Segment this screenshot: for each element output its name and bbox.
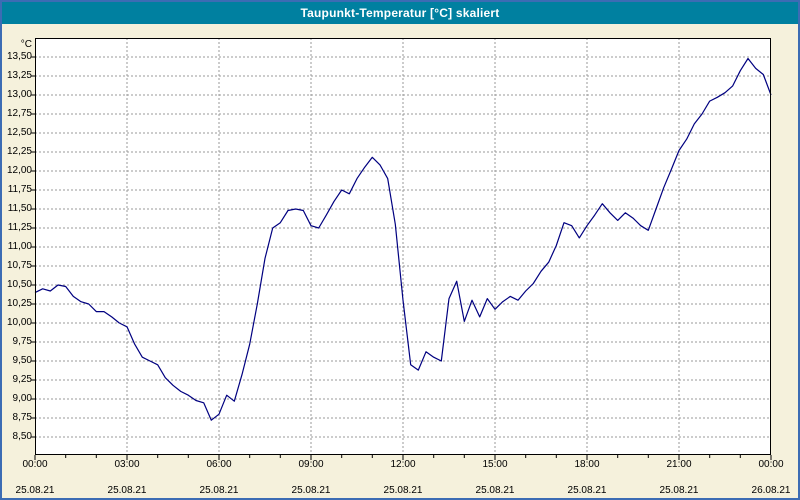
x-tick-date-label: 25.08.21	[383, 485, 423, 496]
x-tick-time-label: 21:00	[666, 459, 692, 470]
y-tick-label: 12,75	[6, 107, 32, 119]
y-tick-label: 9,75	[12, 335, 32, 347]
x-tick-time-label: 18:00	[574, 459, 600, 470]
y-tick-label: 11,25	[7, 221, 32, 233]
window-titlebar: Taupunkt-Temperatur [°C] skaliert	[2, 2, 798, 24]
dew-point-line-chart	[31, 38, 772, 460]
y-tick-label: 13,50	[6, 50, 32, 62]
x-tick-time-label: 03:00	[114, 459, 140, 470]
y-tick-label: 10,00	[6, 316, 32, 328]
x-tick-time-label: 00:00	[758, 459, 784, 470]
x-tick-date-label: 26.08.21	[751, 485, 791, 496]
y-tick-label: 13,25	[6, 69, 32, 81]
y-tick-label: 10,50	[6, 278, 32, 290]
y-tick-label: 11,75	[7, 183, 32, 195]
y-tick-label: 13,00	[6, 88, 32, 100]
plot-area	[31, 38, 772, 460]
x-tick-date-label: 25.08.21	[107, 485, 147, 496]
x-tick-date-label: 25.08.21	[199, 485, 239, 496]
x-tick-time-label: 00:00	[22, 459, 48, 470]
y-tick-label: 10,25	[6, 297, 32, 309]
y-tick-label: 11,50	[7, 202, 32, 214]
y-tick-label: 9,00	[12, 392, 32, 404]
y-tick-label: 12,25	[6, 145, 32, 157]
y-tick-label: 12,00	[6, 164, 32, 176]
y-tick-label: 12,50	[6, 126, 32, 138]
x-tick-date-label: 25.08.21	[659, 485, 699, 496]
y-tick-label: 9,50	[12, 354, 32, 366]
y-tick-label: 8,75	[12, 411, 32, 423]
x-tick-date-label: 25.08.21	[567, 485, 607, 496]
x-tick-time-label: 09:00	[298, 459, 324, 470]
chart-area: °C 13,50 13,25 13,00 12,75 12,50 12,25 12,00 11…	[2, 24, 798, 498]
y-tick-label: 8,50	[12, 430, 32, 442]
x-tick-date-label: 25.08.21	[15, 485, 55, 496]
x-tick-date-label: 25.08.21	[475, 485, 515, 496]
y-axis-unit-label: °C	[20, 39, 32, 50]
window-title: Taupunkt-Temperatur [°C] skaliert	[300, 6, 500, 20]
x-tick-date-label: 25.08.21	[291, 485, 331, 496]
x-tick-time-label: 06:00	[206, 459, 232, 470]
y-tick-label: 11,00	[7, 240, 32, 252]
y-tick-label: 10,75	[6, 259, 32, 271]
x-tick-time-label: 15:00	[482, 459, 508, 470]
x-tick-time-label: 12:00	[390, 459, 416, 470]
y-tick-label: 9,25	[12, 373, 32, 385]
